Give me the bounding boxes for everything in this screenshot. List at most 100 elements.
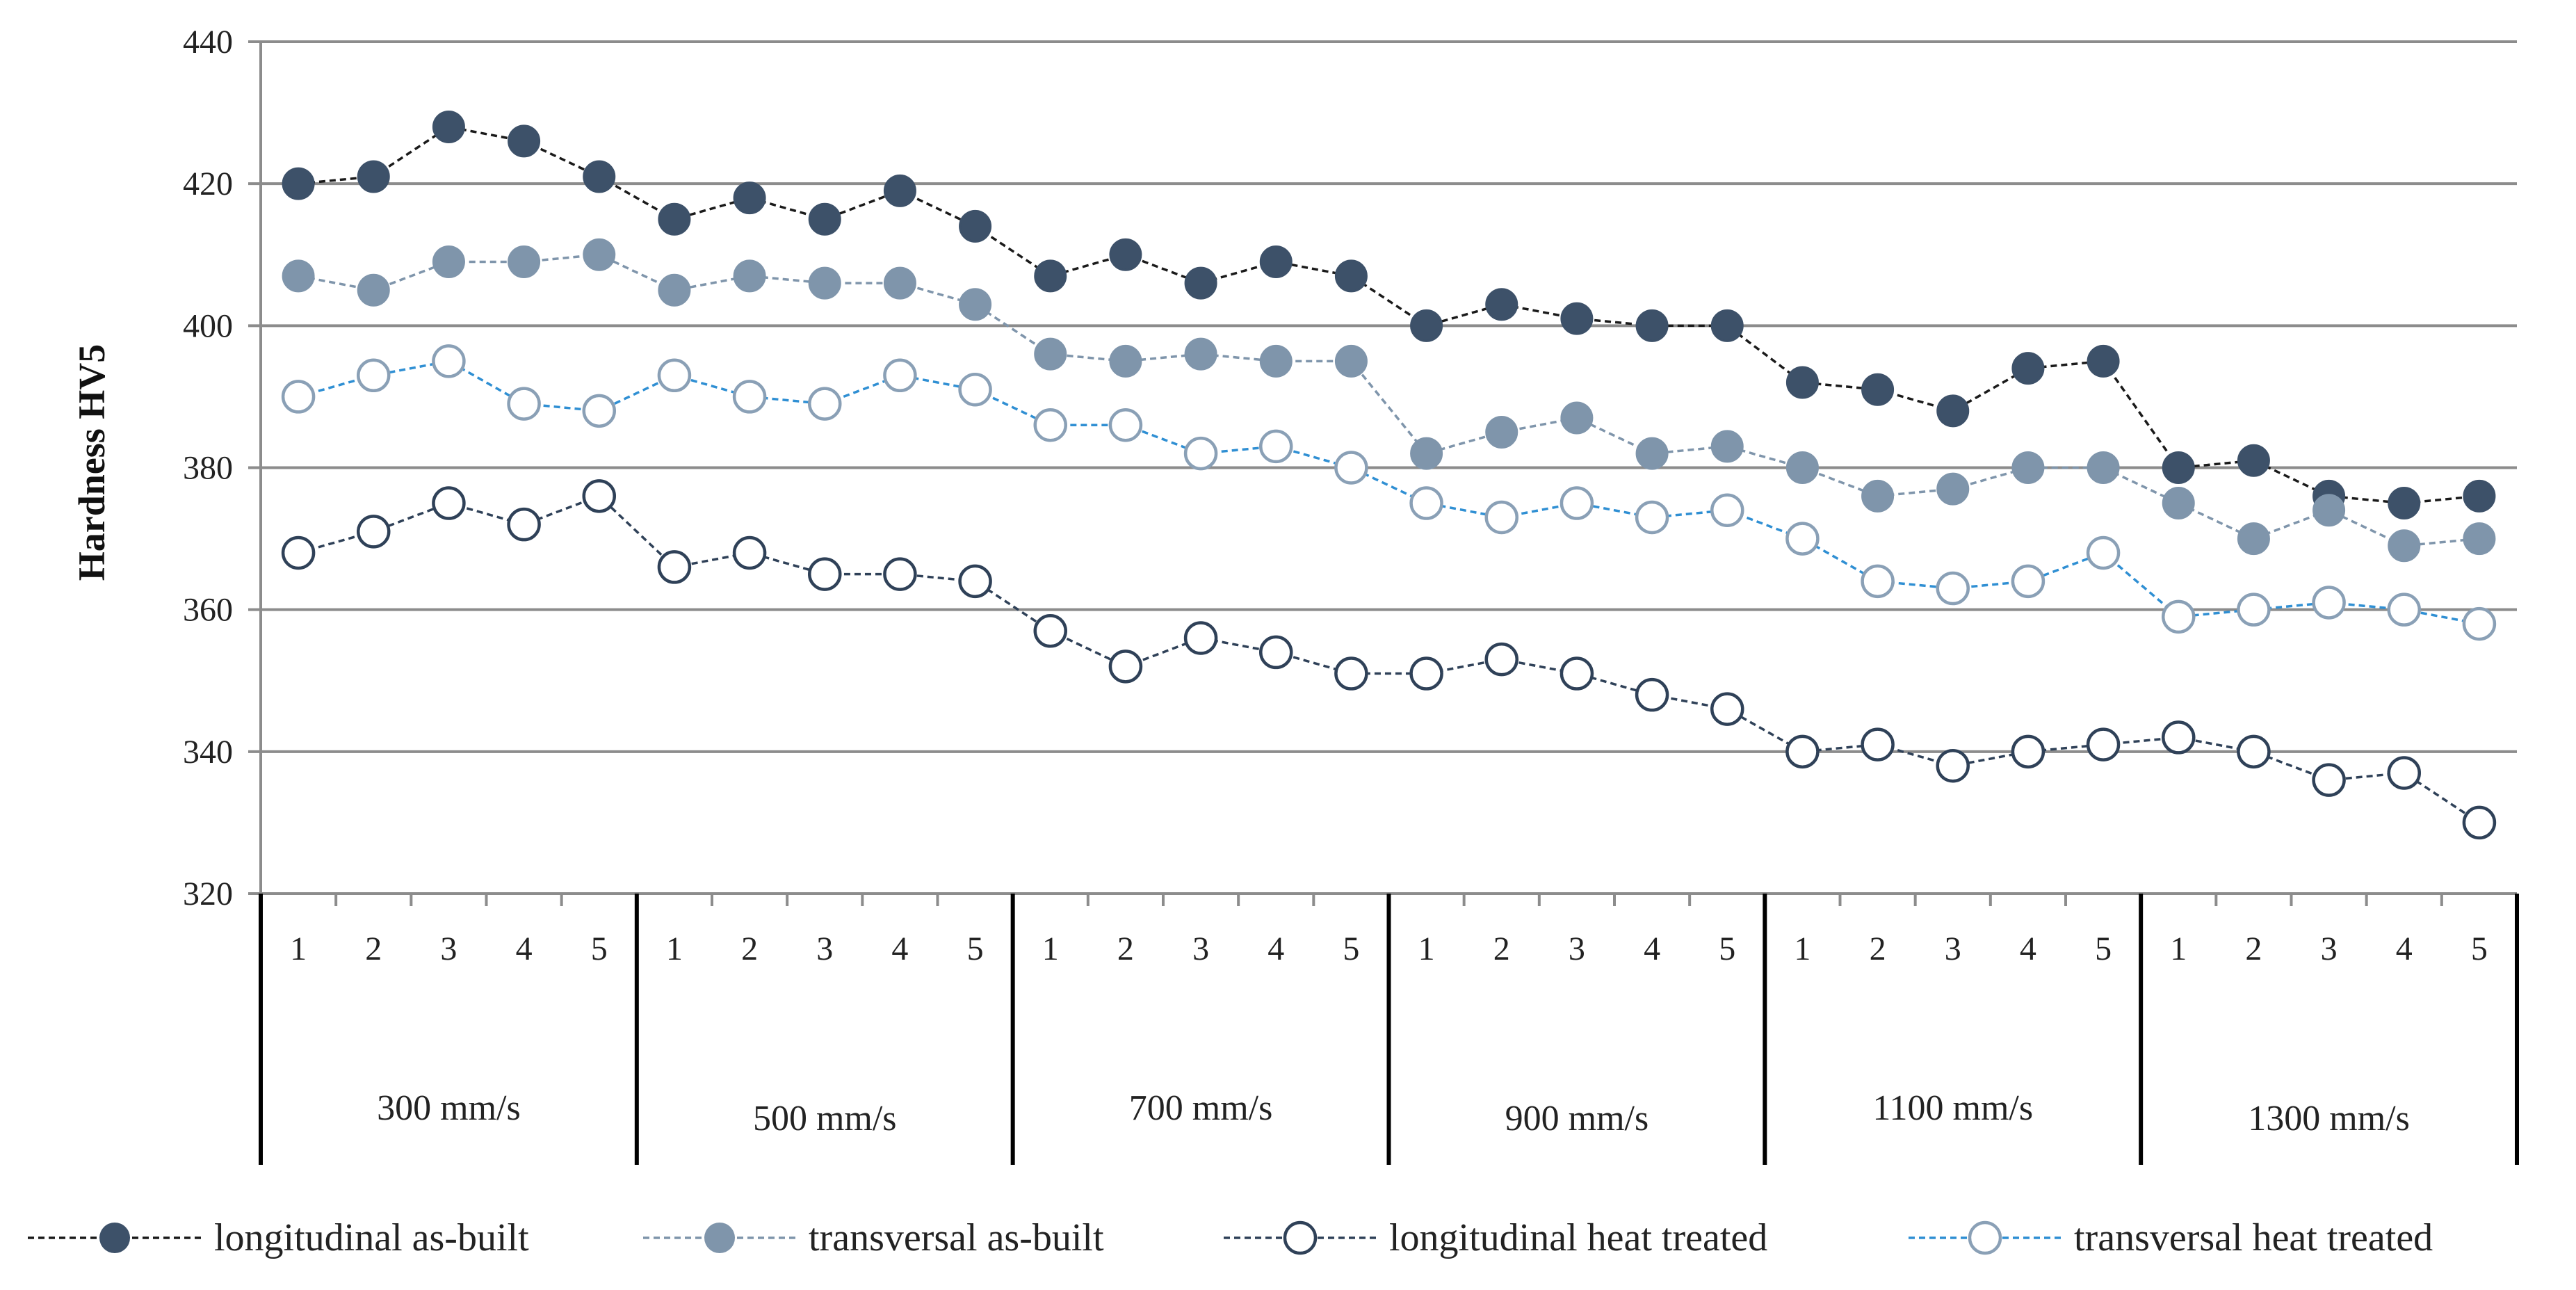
data-series — [281, 111, 2497, 840]
data-point — [508, 245, 541, 278]
data-point — [1033, 614, 1067, 648]
group-label: 900 mm/s — [1505, 1099, 1649, 1138]
data-point — [1334, 656, 1368, 691]
data-point — [1033, 408, 1067, 442]
data-point — [2162, 487, 2195, 520]
group-label: 300 mm/s — [377, 1088, 521, 1128]
data-point — [1485, 415, 1518, 449]
data-point — [582, 479, 616, 513]
data-point — [2462, 805, 2497, 840]
data-point — [282, 167, 315, 200]
data-point — [582, 394, 616, 428]
data-point — [2237, 522, 2270, 556]
series-group — [281, 344, 2497, 641]
data-point — [733, 259, 766, 293]
series-line — [298, 494, 2480, 824]
series-line — [298, 360, 2480, 625]
data-point — [2312, 763, 2346, 797]
data-point — [357, 273, 390, 307]
x-tick-label: 4 — [1267, 930, 1284, 967]
data-point — [357, 160, 390, 193]
data-point — [1259, 344, 1293, 378]
x-tick-label: 5 — [591, 930, 608, 967]
data-point — [958, 372, 992, 407]
data-point — [1410, 437, 1443, 470]
legend-entry: transversal heat treated — [1909, 1216, 2433, 1259]
data-point — [1484, 500, 1518, 535]
data-point — [1034, 259, 1067, 293]
x-tick-label: 2 — [1870, 930, 1886, 967]
legend-entry: longitudinal as-built — [28, 1216, 529, 1259]
x-tick-label: 2 — [365, 930, 382, 967]
y-tick-label: 440 — [183, 24, 233, 61]
group-label: 700 mm/s — [1129, 1088, 1273, 1128]
data-point — [958, 564, 992, 599]
data-point — [507, 507, 541, 542]
data-point — [1034, 337, 1067, 371]
legend-label: transversal heat treated — [2074, 1216, 2433, 1259]
data-point — [1710, 692, 1744, 726]
data-point — [2463, 479, 2496, 513]
data-point — [1108, 650, 1143, 684]
data-point — [808, 557, 842, 591]
x-tick-label: 3 — [440, 930, 457, 967]
data-point — [1334, 344, 1368, 378]
x-tick-label: 1 — [666, 930, 683, 967]
data-point — [1936, 571, 1970, 606]
data-point — [1410, 309, 1443, 342]
data-point — [1334, 259, 1368, 293]
data-point — [1560, 486, 1594, 520]
data-point — [432, 344, 466, 378]
data-point — [2388, 529, 2421, 563]
data-point — [1109, 344, 1142, 378]
data-point — [432, 486, 466, 520]
data-point — [1409, 656, 1443, 691]
gridlines — [248, 40, 2517, 895]
data-point — [657, 550, 692, 584]
x-category-axis: 1 2 3 4 5 300 mm/s 1 2 3 4 5 500 mm/s 1 2 3 4 5 700 mm/s 1… — [259, 894, 2519, 1165]
x-tick-label: 3 — [1945, 930, 1961, 967]
data-point — [1485, 288, 1518, 321]
data-point — [1560, 302, 1594, 335]
x-tick-label: 1 — [290, 930, 307, 967]
group-label: 500 mm/s — [753, 1099, 897, 1138]
data-point — [1560, 656, 1594, 691]
data-point — [507, 387, 541, 421]
x-tick-label: 1 — [1794, 930, 1811, 967]
data-point — [658, 202, 691, 236]
data-point — [732, 535, 767, 570]
series-group — [282, 111, 2496, 520]
group-label: 1100 mm/s — [1872, 1088, 2033, 1128]
series-group — [281, 479, 2497, 840]
data-point — [2011, 734, 2046, 769]
data-point — [1710, 493, 1744, 527]
data-point — [1184, 337, 1217, 371]
legend-marker — [1968, 1220, 2002, 1255]
data-point — [2387, 756, 2421, 790]
data-point — [2237, 592, 2271, 627]
series-group — [282, 238, 2496, 563]
data-point — [2086, 535, 2121, 570]
x-tick-label: 5 — [2471, 930, 2488, 967]
data-point — [959, 209, 992, 243]
data-point — [1183, 621, 1218, 655]
y-tick-label: 320 — [183, 876, 233, 912]
legend-marker — [1283, 1220, 1318, 1255]
data-point — [282, 259, 315, 293]
y-tick-label: 360 — [183, 592, 233, 629]
data-point — [2312, 586, 2346, 620]
data-point — [2463, 522, 2496, 556]
group-label: 1300 mm/s — [2248, 1099, 2410, 1138]
data-point — [2387, 592, 2421, 627]
data-point — [2087, 451, 2120, 484]
x-tick-label: 5 — [967, 930, 984, 967]
y-tick-label: 420 — [183, 166, 233, 202]
data-point — [2011, 451, 2045, 484]
data-point — [883, 266, 916, 300]
data-point — [808, 387, 842, 421]
data-point — [959, 288, 992, 321]
data-point — [658, 273, 691, 307]
x-tick-label: 2 — [2245, 930, 2262, 967]
data-point — [2388, 487, 2421, 520]
